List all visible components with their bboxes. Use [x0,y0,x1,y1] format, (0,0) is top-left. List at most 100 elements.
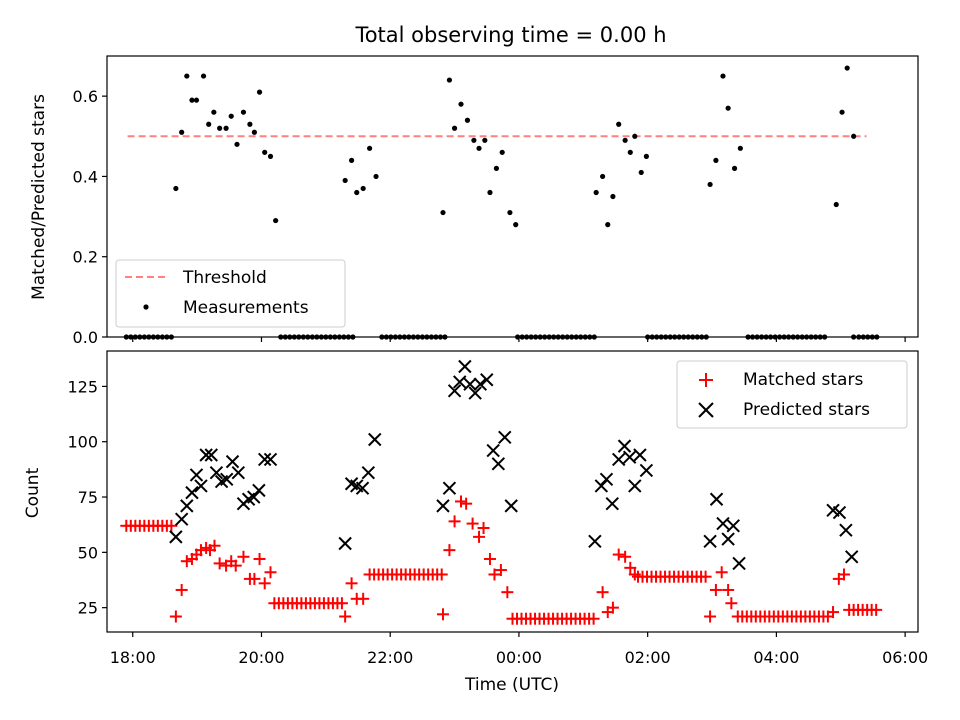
predicted-star-point [709,492,724,506]
measurement-point [725,105,731,111]
matched-star-point [722,583,735,596]
y-tick-label: 100 [67,433,98,452]
predicted-star-point [486,443,500,458]
predicted-star-point [588,534,602,548]
measurement-point [200,73,207,79]
predicted-star-point [447,384,462,398]
x-tick-label: 02:00 [625,648,671,667]
matched-star-point [448,515,461,528]
matched-star-point [699,570,712,583]
measurement-point [251,129,257,135]
count-x-ticks: 18:00 20:00 22:00 00:00 02:00 04:00 06:00 [110,632,928,667]
matched-star-point [870,603,883,616]
x-tick-label: 18:00 [110,648,156,667]
matched-star-point [435,568,448,581]
predicted-star-point [468,386,482,400]
matched-star-point [501,586,514,599]
y-tick-label: 75 [78,488,98,507]
matched-star-point [596,586,609,599]
measurement-point [458,101,464,107]
legend-matched-label: Matched stars [743,370,863,390]
measurement-point [217,125,223,131]
predicted-star-point [703,534,717,548]
ratio-y-axis-title: Matched/Predicted stars [29,94,49,300]
predicted-star-point [721,532,735,546]
measurement-point [247,121,253,127]
measurement-point [267,153,274,159]
count-legend: Matched stars Predicted stars [676,360,908,429]
measurement-point [373,173,379,180]
ratio-panel: 0.0 0.2 0.4 0.6 Matched/Predicted stars Thr… [29,55,919,347]
predicted-star-point [594,479,609,493]
measurement-point [720,73,726,79]
matched-star-point [213,557,226,570]
x-tick-label: 22:00 [367,648,413,667]
matched-star-point [466,517,479,530]
measurement-point [493,165,500,171]
ratio-axes-frame [106,55,919,338]
matched-star-point [443,544,456,557]
measurement-point [627,149,633,155]
measurement-point [240,109,247,115]
y-tick-label: 50 [78,543,98,562]
predicted-star-point [732,556,746,571]
measurement-point [193,97,200,103]
matched-star-point [709,583,722,596]
matched-star-point [208,539,221,552]
legend-predicted-label: Predicted stars [743,400,870,420]
measurement-point [713,157,719,163]
measurement-point [632,133,638,139]
measurement-point [173,185,179,192]
measurement-point [833,201,839,208]
measurement-point [342,177,348,184]
predicted-star-point [247,490,261,504]
matched-star-point [248,572,261,585]
predicted-star-point [491,457,506,471]
y-tick-label: 25 [78,599,98,618]
measurement-point [262,149,268,155]
predicted-star-point [480,373,494,387]
predicted-star-point [338,536,352,551]
predicted-star-point [368,432,382,447]
predicted-star-point [355,481,370,495]
matched-star-point [827,606,840,619]
measurement-point [211,109,217,115]
ratio-legend: Threshold Measurements [115,259,346,328]
legend-measurements-label: Measurements [183,298,309,318]
measurement-point [228,113,234,119]
measurement-point [731,165,738,171]
measurement-point [451,125,458,131]
ratio-legend-box [115,259,346,328]
matched-star-point [169,610,182,623]
measurement-point [737,145,743,151]
predicted-star-point [622,450,637,464]
predicted-star-point [504,499,518,513]
matched-star-point [345,577,358,590]
y-tick-label: 0.6 [73,87,98,106]
predicted-star-point [442,481,457,495]
matched-star-point [180,555,193,568]
x-tick-label: 20:00 [238,648,284,667]
count-y-ticks: 25 50 75 100 125 [67,377,107,618]
y-tick-label: 0.4 [73,167,98,186]
matched-star-point [335,597,348,610]
predicted-star-point [174,512,189,526]
x-tick-label: 06:00 [882,648,928,667]
measurement-point [348,157,355,163]
predicted-star-point [458,359,472,374]
matched-star-point [725,597,738,610]
matched-star-point [237,550,250,563]
legend-matched-swatch [699,373,713,387]
ratio-x-ticks [132,337,906,342]
measurement-point [605,222,611,228]
measurement-point [610,193,616,200]
measurement-point [839,109,845,115]
measurement-point [471,137,477,143]
predicted-star-point [463,377,477,391]
matched-star-point [477,522,490,535]
x-tick-label: 00:00 [496,648,542,667]
measurement-point [622,137,628,143]
predicted-star-point [498,430,512,444]
measurement-point [273,217,279,224]
